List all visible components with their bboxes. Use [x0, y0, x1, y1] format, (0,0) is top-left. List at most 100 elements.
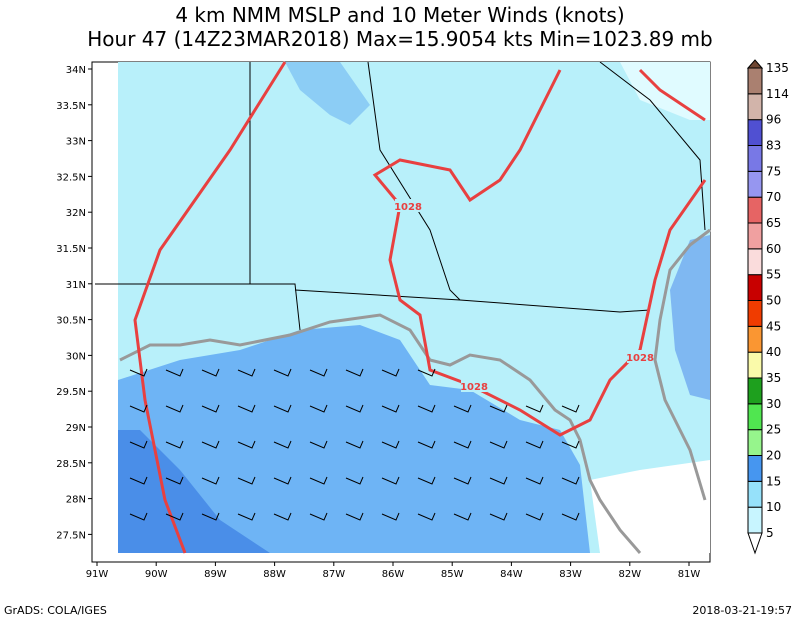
barb	[309, 440, 328, 449]
contour-label: 1028	[460, 382, 488, 393]
barb	[129, 440, 148, 449]
barb	[525, 512, 544, 521]
barb	[561, 512, 580, 521]
colorbar-box	[747, 506, 763, 534]
atlantic-shading	[670, 235, 710, 400]
colorbar-box	[747, 222, 763, 250]
barb	[345, 476, 364, 485]
colorbar-label: 83	[766, 139, 781, 153]
colorbar-label: 55	[766, 268, 781, 282]
barb	[201, 476, 220, 485]
north-shading	[285, 62, 370, 125]
barb	[525, 476, 544, 485]
barb	[345, 404, 364, 413]
barb	[129, 404, 148, 413]
colorbar-box	[747, 300, 763, 327]
lat-label: 27.5N	[56, 530, 86, 541]
lon-label: 85W	[441, 569, 464, 580]
lat-label: 33.5N	[56, 101, 86, 112]
barb	[165, 404, 184, 413]
barb	[453, 476, 472, 485]
contour-label-bg	[395, 199, 421, 212]
lat-label: 31N	[66, 280, 86, 291]
colorbar-box	[747, 248, 763, 276]
barb	[489, 476, 508, 485]
barb	[345, 512, 364, 521]
barb	[381, 404, 400, 413]
lon-label: 91W	[86, 569, 109, 580]
contour-label: 1028	[626, 353, 654, 364]
barb	[561, 404, 580, 413]
lon-label: 82W	[618, 569, 641, 580]
lon-label: 88W	[263, 569, 286, 580]
colorbar-box	[747, 119, 763, 146]
gulf-shading	[118, 325, 590, 553]
lat-label: 33N	[66, 137, 86, 148]
colorbar-box	[747, 403, 763, 431]
coastline-east	[653, 228, 711, 501]
colorbar-triangle	[746, 59, 764, 69]
barb	[273, 512, 292, 521]
colorbar-label: 114	[766, 87, 789, 101]
footer-left: GrADS: COLA/IGES	[4, 604, 107, 617]
barb	[201, 512, 220, 521]
barb	[417, 512, 436, 521]
contour-label-bg	[461, 379, 487, 392]
colorbar-box	[747, 429, 763, 456]
lat-label: 29.5N	[56, 387, 86, 398]
lat-label: 29N	[66, 423, 86, 434]
lon-label: 90W	[145, 569, 168, 580]
contour-label: 1028	[394, 202, 422, 213]
colorbar-box	[747, 67, 763, 95]
lat-label: 31.5N	[56, 244, 86, 255]
lon-label: 89W	[204, 569, 227, 580]
colorbar-label: 135	[766, 61, 789, 75]
barb	[417, 368, 436, 377]
colorbar-label: 40	[766, 345, 781, 359]
colorbar-box	[747, 274, 763, 301]
lat-label: 30N	[66, 351, 86, 362]
barb	[165, 368, 184, 377]
barb	[417, 440, 436, 449]
colorbar-label: 35	[766, 371, 781, 385]
coastline	[119, 313, 642, 554]
barb	[237, 368, 256, 377]
lon-label: 81W	[678, 569, 701, 580]
barb	[381, 476, 400, 485]
barb	[273, 476, 292, 485]
barb	[129, 512, 148, 521]
barb	[309, 368, 328, 377]
barb	[165, 476, 184, 485]
colorbar-label: 70	[766, 190, 781, 204]
colorbar-label: 15	[766, 474, 781, 488]
footer-right: 2018-03-21-19:57	[692, 604, 792, 617]
barb	[381, 512, 400, 521]
barb	[237, 476, 256, 485]
colorbar-box	[747, 196, 763, 224]
barb	[417, 404, 436, 413]
barb	[309, 512, 328, 521]
barb	[165, 512, 184, 521]
lat-label: 34N	[66, 65, 86, 76]
lon-label: 87W	[322, 569, 345, 580]
colorbar-label: 65	[766, 216, 781, 230]
barb	[273, 368, 292, 377]
colorbar-triangle	[747, 532, 763, 555]
barb	[165, 440, 184, 449]
lat-label: 32N	[66, 208, 86, 219]
colorbar-box	[747, 351, 763, 379]
colorbar-box	[747, 170, 763, 198]
barb	[273, 404, 292, 413]
barb	[129, 368, 148, 377]
lon-label: 83W	[559, 569, 582, 580]
colorbar-label: 60	[766, 242, 781, 256]
contour-label-bg	[627, 350, 653, 363]
barb	[561, 440, 580, 449]
colorbar-label: 30	[766, 397, 781, 411]
lat-label: 32.5N	[56, 172, 86, 183]
barb	[345, 368, 364, 377]
colorbar-label: 20	[766, 449, 781, 463]
colorbar-label: 5	[766, 526, 774, 540]
colorbar-box	[747, 377, 763, 405]
barb	[525, 404, 544, 413]
